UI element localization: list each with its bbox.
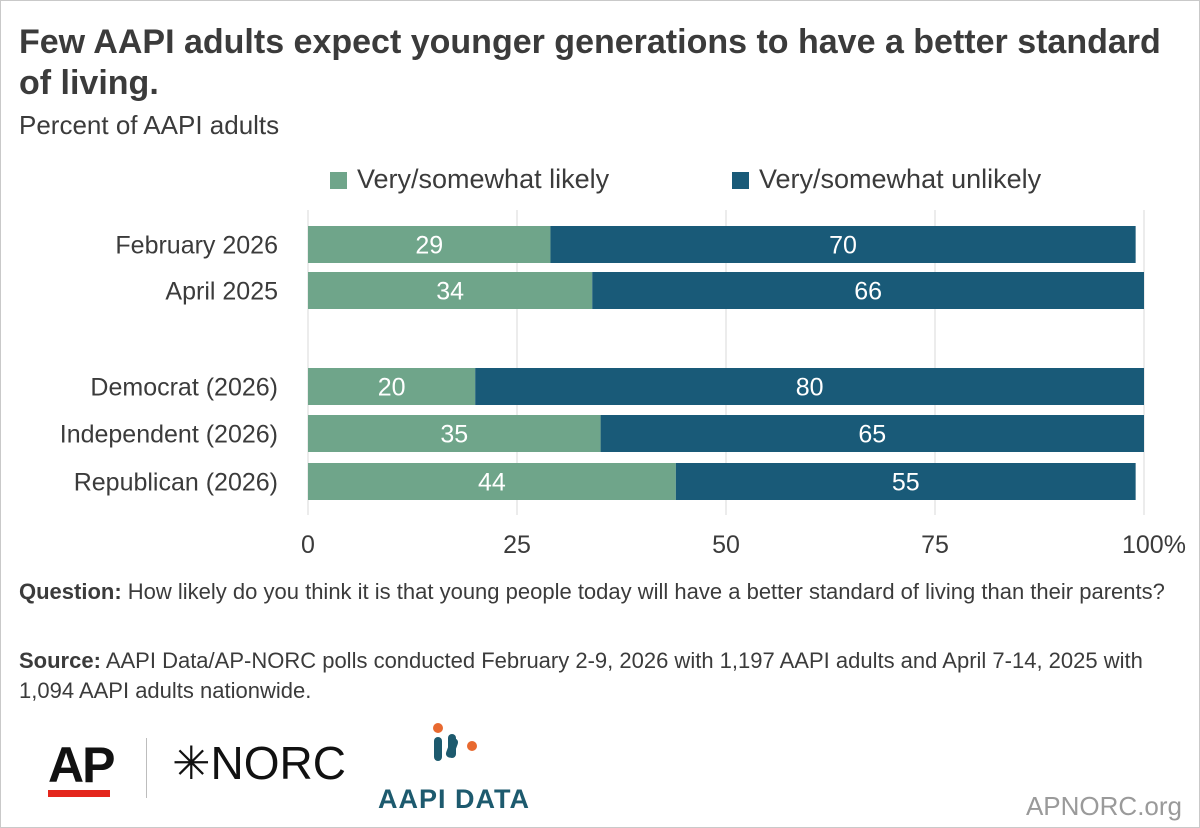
source-label: Source: — [19, 648, 101, 673]
data-label: 65 — [858, 421, 886, 449]
legend-swatch — [330, 172, 347, 189]
category-label: Democrat (2026) — [90, 374, 278, 402]
data-label: 80 — [796, 374, 824, 402]
chart-title: Few AAPI adults expect younger generatio… — [19, 23, 1161, 102]
bar-segment — [592, 272, 1144, 309]
ap-logo: AP — [48, 737, 115, 793]
data-label: 20 — [378, 374, 406, 402]
category-label: February 2026 — [115, 232, 278, 260]
bar-segment — [675, 463, 1136, 500]
x-tick-label: 25 — [503, 531, 531, 559]
legend-label: Very/somewhat unlikely — [759, 164, 1042, 194]
norc-star-icon: ✳ — [172, 737, 211, 789]
legend-swatch — [732, 172, 749, 189]
logo-strip: AP ✳NORC AAPI DATA APNORC.org — [0, 720, 1200, 828]
x-tick-label: 75 — [921, 531, 949, 559]
norc-logo-text: NORC — [210, 737, 346, 789]
bar-segment — [308, 463, 676, 500]
bar-segment — [475, 368, 1144, 405]
data-label: 29 — [415, 232, 443, 260]
category-label: Republican (2026) — [74, 469, 278, 497]
question-label: Question: — [19, 579, 122, 604]
ap-logo-underline — [48, 790, 110, 797]
logo-divider — [146, 738, 147, 798]
data-label: 44 — [478, 469, 506, 497]
data-label: 35 — [440, 421, 468, 449]
site-url: APNORC.org — [1025, 791, 1182, 821]
x-tick-label: 100% — [1122, 531, 1186, 559]
data-label: 34 — [436, 278, 464, 306]
chart-subtitle: Percent of AAPI adults — [19, 110, 280, 140]
category-label: Independent (2026) — [60, 421, 278, 449]
source-note: Source: AAPI Data/AP-NORC polls conducte… — [19, 646, 1184, 706]
bar-segment — [308, 226, 551, 263]
data-label: 55 — [892, 469, 920, 497]
stacked-bar-chart: Very/somewhat likely Very/somewhat unlike… — [60, 164, 1186, 559]
bar-segment — [308, 415, 601, 452]
aapi-data-mark-icon — [433, 723, 477, 761]
legend-label: Very/somewhat likely — [357, 164, 610, 194]
bar-segment — [600, 415, 1144, 452]
data-label: 70 — [829, 232, 857, 260]
question-text: How likely do you think it is that young… — [121, 579, 1165, 604]
bar-segment — [308, 368, 476, 405]
source-text: AAPI Data/AP-NORC polls conducted Februa… — [19, 648, 1143, 703]
norc-logo: ✳NORC — [172, 736, 346, 790]
x-tick-label: 0 — [301, 531, 315, 559]
category-label: April 2025 — [165, 278, 278, 306]
bar-segment — [308, 272, 593, 309]
question-note: Question: How likely do you think it is … — [19, 577, 1184, 607]
x-tick-label: 50 — [712, 531, 740, 559]
bar-segment — [550, 226, 1136, 263]
aapi-data-logo: AAPI DATA — [378, 784, 530, 814]
data-label: 66 — [854, 278, 882, 306]
